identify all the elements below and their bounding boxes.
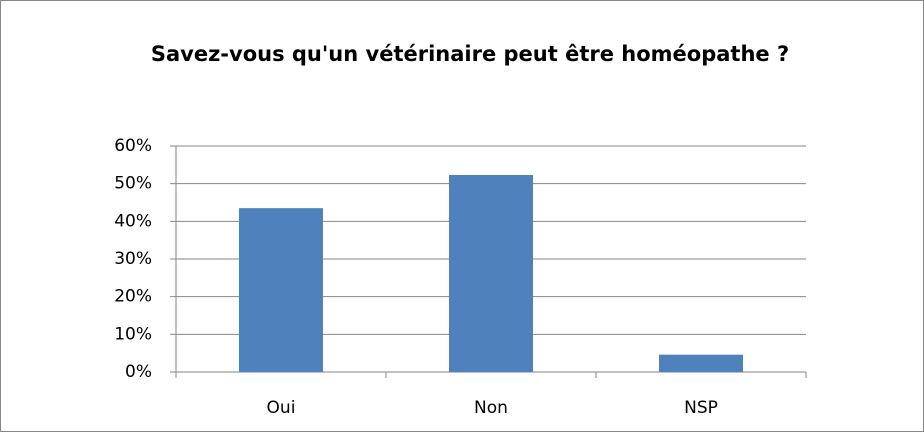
y-tick-label: 20% — [114, 287, 152, 307]
bar — [449, 175, 533, 372]
y-tick-label: 0% — [125, 362, 152, 382]
x-tick-label: Oui — [267, 398, 296, 418]
x-tick-label: Non — [474, 398, 508, 418]
y-tick-label: 60% — [114, 136, 152, 156]
chart-title: Savez-vous qu'un vétérinaire peut être h… — [151, 42, 789, 66]
y-tick-label: 40% — [114, 211, 152, 231]
x-tick-label: NSP — [684, 398, 718, 418]
y-tick-label: 10% — [114, 324, 152, 344]
bar — [659, 354, 743, 372]
bar — [239, 208, 323, 372]
y-tick-label: 50% — [114, 174, 152, 194]
y-tick-label: 30% — [114, 249, 152, 269]
